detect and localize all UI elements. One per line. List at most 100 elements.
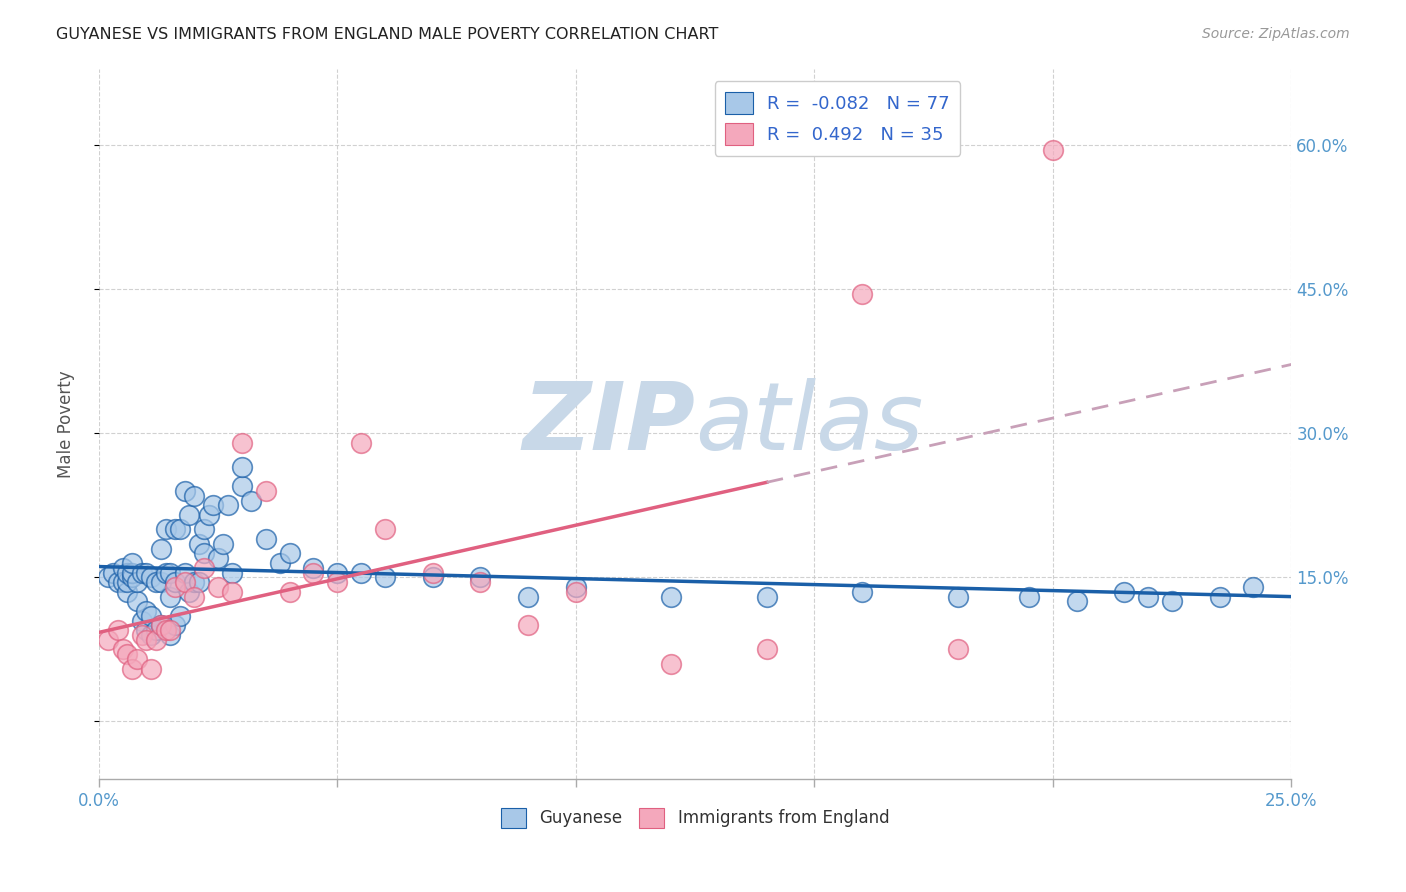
Point xyxy=(165,575,187,590)
Point xyxy=(565,580,588,594)
Point xyxy=(165,580,187,594)
Point xyxy=(169,608,191,623)
Point xyxy=(121,661,143,675)
Point xyxy=(1066,594,1088,608)
Point xyxy=(659,657,682,671)
Point xyxy=(422,570,444,584)
Point xyxy=(851,584,873,599)
Point xyxy=(193,546,215,560)
Text: Source: ZipAtlas.com: Source: ZipAtlas.com xyxy=(1202,27,1350,41)
Point xyxy=(135,566,157,580)
Point xyxy=(207,580,229,594)
Point xyxy=(269,556,291,570)
Point xyxy=(1114,584,1136,599)
Point xyxy=(149,541,172,556)
Point xyxy=(159,628,181,642)
Point xyxy=(117,647,139,661)
Point xyxy=(1209,590,1232,604)
Point xyxy=(155,623,177,637)
Point xyxy=(1137,590,1160,604)
Point xyxy=(159,566,181,580)
Point xyxy=(221,566,243,580)
Point xyxy=(1018,590,1040,604)
Point xyxy=(231,479,253,493)
Point xyxy=(117,566,139,580)
Point xyxy=(179,508,201,522)
Point xyxy=(188,537,211,551)
Point xyxy=(193,560,215,574)
Point xyxy=(149,618,172,632)
Point xyxy=(183,590,205,604)
Point xyxy=(254,483,277,498)
Point xyxy=(231,436,253,450)
Point xyxy=(517,618,540,632)
Point xyxy=(111,642,134,657)
Point xyxy=(517,590,540,604)
Point xyxy=(141,570,163,584)
Point xyxy=(470,570,492,584)
Point xyxy=(946,642,969,657)
Text: atlas: atlas xyxy=(695,378,924,469)
Point xyxy=(1042,143,1064,157)
Point xyxy=(183,489,205,503)
Point xyxy=(121,570,143,584)
Point xyxy=(278,546,301,560)
Point xyxy=(125,652,148,666)
Point xyxy=(179,584,201,599)
Point xyxy=(135,632,157,647)
Point xyxy=(659,590,682,604)
Point xyxy=(350,436,373,450)
Point xyxy=(131,628,153,642)
Point xyxy=(149,618,172,632)
Point xyxy=(422,566,444,580)
Point xyxy=(135,604,157,618)
Point xyxy=(111,560,134,574)
Point xyxy=(165,522,187,536)
Point xyxy=(350,566,373,580)
Point xyxy=(101,566,124,580)
Point xyxy=(207,551,229,566)
Point xyxy=(97,632,120,647)
Point xyxy=(107,575,129,590)
Point xyxy=(145,623,167,637)
Point xyxy=(107,623,129,637)
Point xyxy=(121,566,143,580)
Point xyxy=(946,590,969,604)
Point xyxy=(197,508,219,522)
Point xyxy=(240,493,263,508)
Point xyxy=(326,566,349,580)
Point xyxy=(117,575,139,590)
Point xyxy=(1161,594,1184,608)
Point xyxy=(165,618,187,632)
Point xyxy=(173,575,195,590)
Point xyxy=(173,566,195,580)
Point xyxy=(159,590,181,604)
Point xyxy=(111,575,134,590)
Point xyxy=(755,642,778,657)
Point xyxy=(145,575,167,590)
Point xyxy=(302,566,325,580)
Text: GUYANESE VS IMMIGRANTS FROM ENGLAND MALE POVERTY CORRELATION CHART: GUYANESE VS IMMIGRANTS FROM ENGLAND MALE… xyxy=(56,27,718,42)
Point xyxy=(141,661,163,675)
Point xyxy=(188,575,211,590)
Point xyxy=(125,594,148,608)
Y-axis label: Male Poverty: Male Poverty xyxy=(58,370,75,477)
Point xyxy=(755,590,778,604)
Point xyxy=(470,575,492,590)
Point xyxy=(155,522,177,536)
Text: ZIP: ZIP xyxy=(522,377,695,470)
Point xyxy=(231,459,253,474)
Point xyxy=(97,570,120,584)
Point xyxy=(145,632,167,647)
Point xyxy=(121,556,143,570)
Point xyxy=(1241,580,1264,594)
Point xyxy=(254,532,277,546)
Point xyxy=(851,287,873,301)
Point xyxy=(183,575,205,590)
Point xyxy=(302,560,325,574)
Point xyxy=(169,522,191,536)
Point xyxy=(155,566,177,580)
Point xyxy=(278,584,301,599)
Point xyxy=(565,584,588,599)
Point xyxy=(141,608,163,623)
